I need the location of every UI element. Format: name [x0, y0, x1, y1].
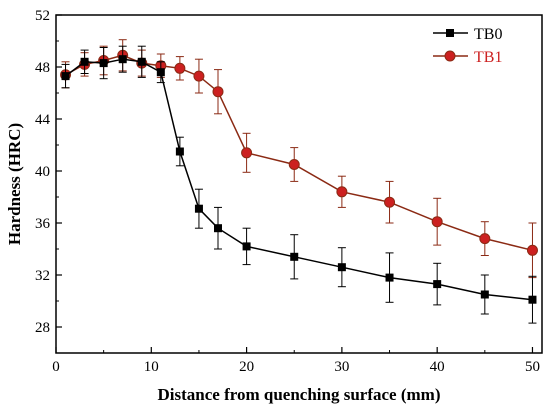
data-point: [118, 55, 127, 64]
y-tick-label: 44: [35, 112, 51, 128]
legend-label-tb0: TB0: [474, 26, 502, 43]
data-point: [80, 57, 89, 66]
y-tick-label: 36: [35, 216, 51, 232]
x-tick-label: 40: [430, 359, 445, 375]
y-axis-title: Hardness (HRC): [5, 123, 24, 245]
data-point: [336, 186, 348, 198]
data-point: [212, 86, 224, 98]
legend: TB0 TB1: [433, 26, 502, 66]
legend-label-tb1: TB1: [474, 49, 502, 66]
y-tick-label: 48: [35, 60, 50, 76]
x-tick-label: 20: [239, 359, 254, 375]
data-point: [337, 263, 346, 272]
data-point: [431, 216, 443, 228]
data-point: [156, 68, 165, 77]
axis-ticks: 0 10 20 30 40 50 28 32 36 40 44 48 52: [35, 8, 540, 375]
x-axis-title: Distance from quenching surface (mm): [158, 385, 441, 404]
data-point: [175, 147, 184, 156]
data-point: [242, 242, 251, 251]
data-point: [384, 196, 396, 208]
data-point: [385, 273, 394, 282]
data-point: [137, 57, 146, 66]
data-point: [290, 252, 299, 261]
data-point: [480, 290, 489, 299]
data-point: [174, 62, 186, 74]
x-tick-label: 30: [334, 359, 349, 375]
plot-frame: [55, 14, 543, 354]
y-tick-label: 52: [35, 8, 50, 24]
data-point: [288, 159, 300, 170]
x-tick-label: 50: [525, 359, 540, 375]
legend-marker-tb1: [444, 50, 456, 62]
x-tick-label: 10: [144, 359, 159, 375]
x-tick-label: 0: [52, 359, 60, 375]
series-tb0: [61, 45, 537, 324]
legend-marker-tb0: [446, 29, 454, 37]
series-tb1: [60, 39, 538, 279]
data-point: [99, 59, 108, 68]
data-point: [214, 224, 222, 233]
series-line: [65, 58, 533, 301]
series-line: [65, 54, 533, 252]
y-tick-label: 32: [35, 268, 50, 284]
data-point: [526, 244, 538, 256]
data-point: [61, 72, 70, 81]
data-point: [433, 280, 442, 289]
data-point: [193, 70, 205, 82]
series-layer: [60, 39, 538, 324]
y-tick-label: 28: [35, 320, 50, 336]
data-point: [194, 204, 203, 213]
data-point: [241, 147, 253, 159]
data-point: [479, 233, 491, 245]
y-tick-label: 40: [35, 164, 50, 180]
data-point: [528, 295, 537, 304]
